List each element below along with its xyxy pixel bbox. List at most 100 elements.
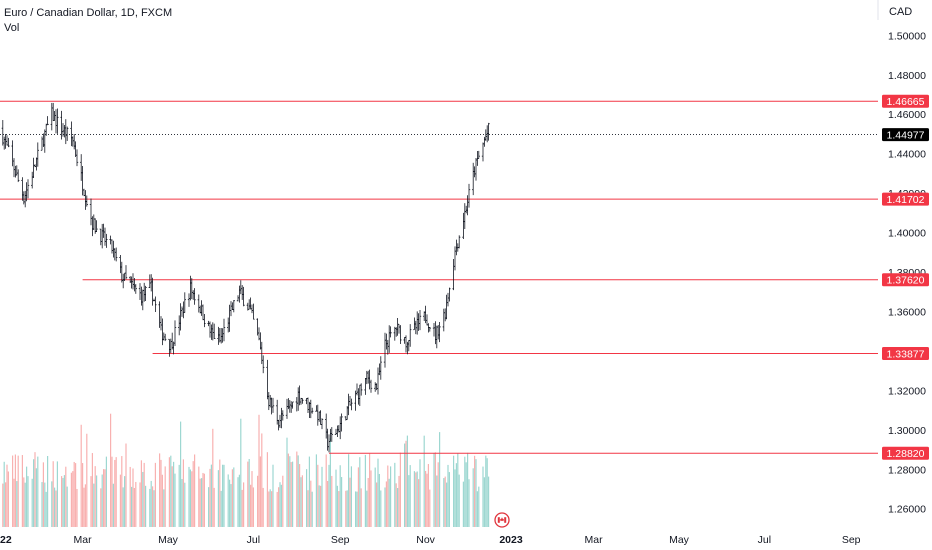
last-price-tag-text: 1.44977: [887, 129, 925, 141]
volume-bar: [119, 474, 121, 527]
volume-bar: [55, 490, 57, 527]
volume-bar: [54, 487, 56, 527]
volume-bar: [70, 472, 72, 527]
volume-bar: [82, 463, 84, 527]
volume-bar: [408, 475, 410, 527]
volume-bar: [2, 483, 4, 527]
level-price-tag: 1.33877: [882, 347, 929, 360]
horizontal-levels[interactable]: [0, 100, 878, 454]
ohlc-bar: [291, 401, 294, 409]
currency-label[interactable]: CAD: [889, 6, 913, 18]
volume-bar: [209, 468, 211, 527]
time-axis[interactable]: 2022 Mar May Jul Sep Nov 2023 Mar May Jul Sep: [0, 534, 861, 546]
volume-bar: [485, 455, 487, 527]
volume-bar: [105, 456, 107, 527]
ohlc-bar: [428, 327, 431, 332]
volume-bar: [189, 469, 191, 527]
volume-bar: [329, 438, 331, 527]
volume-bar: [94, 466, 96, 527]
volume-bar: [198, 466, 200, 527]
volume-bar: [7, 471, 9, 527]
volume-bar: [208, 487, 210, 527]
y-tick-label: 1.32000: [888, 385, 926, 397]
volume-bar: [142, 471, 144, 527]
volume-bar: [100, 488, 102, 527]
volume-bar: [370, 470, 372, 527]
volume-bar: [317, 464, 319, 527]
volume-bar: [282, 475, 284, 527]
volume-bar: [231, 469, 233, 527]
volume-bar: [268, 491, 270, 527]
y-tick-label: 1.40000: [888, 228, 926, 240]
level-price-tag-bg: [882, 192, 929, 206]
volume-bar: [289, 456, 291, 527]
symbol-title[interactable]: Euro / Canadian Dollar, 1D, FXCM: [4, 7, 173, 19]
ohlc-bar: [301, 398, 304, 404]
volume-bar: [121, 456, 123, 527]
volume-bar: [222, 464, 224, 527]
volume-bar: [444, 476, 446, 527]
volume-bar: [143, 462, 145, 527]
volume-bar: [230, 484, 232, 527]
volume-bar: [399, 452, 401, 527]
volume-bar: [434, 452, 436, 527]
volume-bar: [96, 475, 98, 527]
ohlc-bar: [232, 299, 235, 313]
volume-bar: [378, 473, 380, 527]
volume-bar: [191, 471, 193, 527]
volume-bar: [429, 489, 431, 527]
volume-bar: [398, 475, 400, 527]
volume-bar: [269, 489, 271, 527]
volume-bar: [301, 475, 303, 527]
ohlc-bar: [467, 183, 471, 208]
volume-bar: [439, 432, 441, 527]
volume-bar: [182, 459, 184, 527]
ohlc-bar: [36, 142, 39, 167]
ohlc-bar: [477, 150, 480, 159]
volume-bar: [252, 487, 254, 527]
volume-bar: [52, 461, 54, 527]
volume-bar: [154, 462, 156, 527]
volume-bar: [468, 479, 470, 527]
volume-bar: [338, 491, 340, 527]
volume-bar: [345, 490, 347, 527]
level-price-tag-text: 1.33877: [887, 348, 925, 360]
volume-bar: [131, 486, 133, 527]
volume-bar: [13, 478, 15, 527]
ohlc-bar: [183, 292, 186, 313]
volume-bar: [241, 489, 243, 527]
ohlc-bar: [340, 413, 343, 432]
volume-bar: [3, 461, 5, 527]
volume-bar: [377, 458, 379, 527]
ohlc-bar: [438, 322, 441, 343]
x-tick-label: Mar: [74, 534, 93, 546]
ohlc-bar: [271, 397, 275, 413]
volume-bar: [203, 473, 205, 527]
volume-bar: [416, 471, 418, 527]
volume-bar: [472, 468, 474, 527]
volume-bar: [364, 454, 366, 527]
x-tick-label: Sep: [842, 534, 861, 546]
volume-bar: [243, 482, 245, 527]
ohlc-bar: [222, 318, 226, 342]
volume-bar: [72, 471, 74, 527]
volume-bar: [280, 484, 282, 527]
ohlc-bar: [242, 286, 245, 307]
volume-bar: [384, 487, 386, 527]
volume-bar: [388, 478, 390, 527]
volume-bar: [237, 477, 239, 527]
volume-bar: [306, 469, 308, 527]
level-price-tag: 1.46665: [882, 94, 929, 108]
volume-bar: [73, 461, 75, 527]
volume-bar: [63, 475, 65, 527]
chart-legend[interactable]: Euro / Canadian Dollar, 1D, FXCM Vol: [4, 6, 172, 36]
ohlc-bar: [75, 149, 79, 167]
canada-flag-icon[interactable]: [494, 512, 510, 528]
ohlc-bar: [173, 320, 177, 346]
volume-bar: [467, 452, 469, 527]
volume-bar: [299, 464, 301, 527]
volume-indicator-label[interactable]: Vol: [4, 22, 20, 34]
volume-bar: [328, 464, 330, 527]
volume-bar: [23, 477, 25, 527]
